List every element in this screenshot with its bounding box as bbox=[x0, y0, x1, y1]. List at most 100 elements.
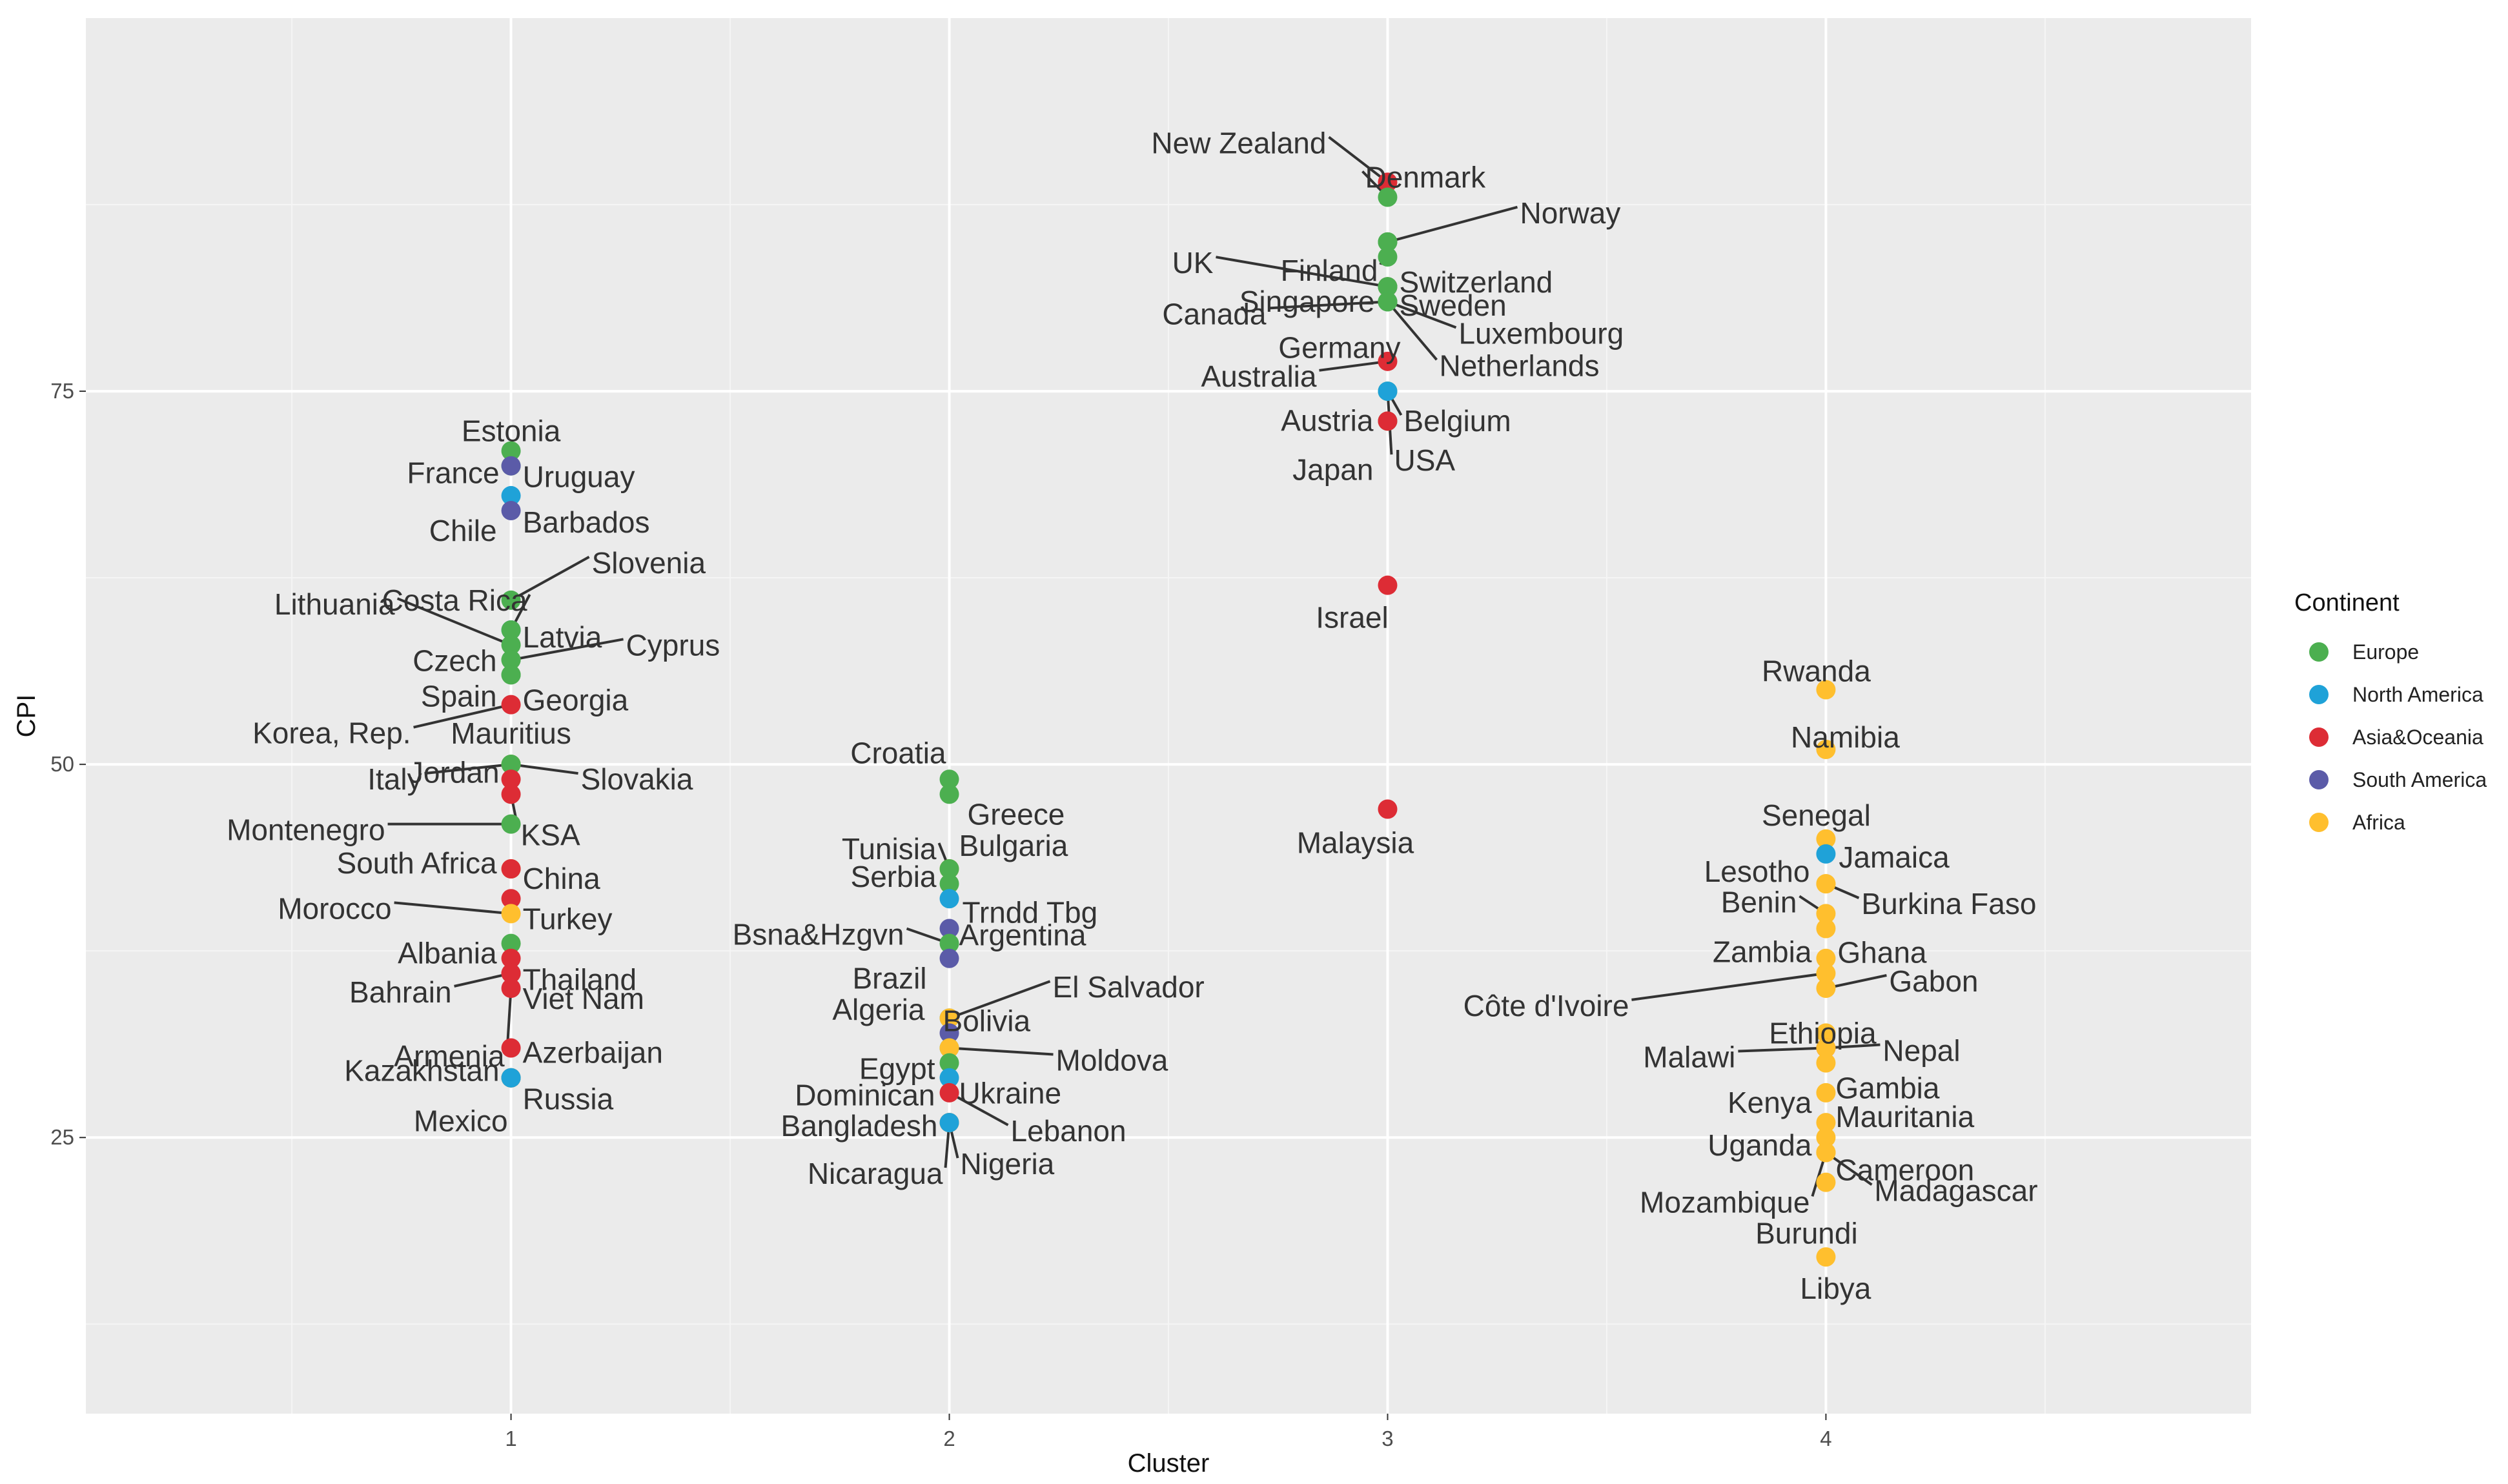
point-montenegro bbox=[501, 814, 521, 834]
point-malawi bbox=[1816, 1038, 1836, 1058]
label-bangladesh: Bangladesh bbox=[781, 1109, 938, 1143]
label-nicaragua: Nicaragua bbox=[808, 1157, 943, 1190]
leader-line-morocco bbox=[394, 901, 511, 915]
label-burkina-faso: Burkina Faso bbox=[1861, 887, 2036, 920]
label-netherlands: Netherlands bbox=[1439, 349, 1599, 382]
label-azerbaijan: Azerbaijan bbox=[523, 1035, 663, 1069]
point-ksa bbox=[501, 784, 521, 804]
legend-swatch-asia-oceania bbox=[2309, 727, 2329, 747]
point-argentina bbox=[939, 919, 959, 939]
label-bsna-hzgvn: Bsna&Hzgvn bbox=[733, 918, 904, 951]
point-latvia bbox=[501, 620, 521, 640]
label-madagascar: Madagascar bbox=[1874, 1174, 2037, 1207]
x-axis-title: Cluster bbox=[1128, 1449, 1210, 1478]
point-armenia bbox=[501, 978, 521, 998]
point-burkina-faso bbox=[1816, 874, 1836, 894]
label-spain: Spain bbox=[421, 679, 497, 713]
label-el-salvador: El Salvador bbox=[1053, 970, 1205, 1004]
label-trndd-tbg: Trndd Tbg bbox=[963, 895, 1098, 929]
label-egypt: Egypt bbox=[859, 1052, 935, 1085]
label-leader-lines bbox=[387, 136, 1887, 1197]
x-tick-label: 4 bbox=[1820, 1427, 1831, 1450]
point-bulgaria bbox=[939, 859, 959, 879]
y-axis-title: CPI bbox=[12, 695, 41, 738]
legend-items: Europe North America Asia&Oceania South Ame… bbox=[2309, 640, 2487, 834]
label-bahrain: Bahrain bbox=[349, 975, 452, 1009]
leader-line-netherlands bbox=[1386, 301, 1438, 361]
leader-line-lithuania bbox=[396, 597, 512, 647]
point-bsna-hzgvn bbox=[939, 933, 959, 953]
label-ksa: KSA bbox=[521, 818, 580, 851]
label-kenya: Kenya bbox=[1728, 1086, 1812, 1119]
point-zambia bbox=[1816, 948, 1836, 968]
point-trndd-tbg bbox=[939, 889, 959, 909]
leader-line-cyprus bbox=[511, 638, 624, 662]
label-luxembourg: Luxembourg bbox=[1458, 316, 1624, 350]
leader-line-norway bbox=[1387, 205, 1518, 243]
label-rwanda: Rwanda bbox=[1762, 655, 1871, 688]
label-tunisia: Tunisia bbox=[842, 832, 937, 866]
label-ethiopia: Ethiopia bbox=[1769, 1016, 1877, 1050]
label-armenia: Armenia bbox=[394, 1039, 505, 1073]
label-ghana: Ghana bbox=[1837, 936, 1927, 970]
data-points bbox=[501, 172, 1836, 1267]
label-thailand: Thailand bbox=[523, 963, 637, 997]
label-korea-rep: Korea, Rep. bbox=[252, 717, 411, 750]
label-morocco: Morocco bbox=[278, 891, 391, 925]
label-japan: Japan bbox=[1292, 452, 1373, 486]
label-cameroon: Cameroon bbox=[1835, 1153, 1974, 1186]
label-argentina: Argentina bbox=[959, 919, 1086, 952]
point-lithuania bbox=[501, 635, 521, 655]
label-barbados: Barbados bbox=[523, 505, 650, 539]
label-malaysia: Malaysia bbox=[1297, 826, 1414, 860]
label-malawi: Malawi bbox=[1643, 1040, 1735, 1073]
legend: Continent Europe North America Asia&Oceani… bbox=[2294, 589, 2487, 834]
point-algeria bbox=[939, 1008, 959, 1028]
label-jamaica: Jamaica bbox=[1839, 840, 1950, 874]
point-georgia bbox=[501, 665, 521, 685]
x-tick-label: 3 bbox=[1381, 1427, 1393, 1450]
point-uganda bbox=[1816, 1128, 1836, 1148]
label-dominican: Dominican bbox=[795, 1079, 935, 1112]
label-uruguay: Uruguay bbox=[523, 460, 635, 494]
label-uk: UK bbox=[1172, 246, 1214, 280]
leader-line-c-te-d-ivoire bbox=[1631, 971, 1826, 1001]
label-latvia: Latvia bbox=[523, 620, 602, 654]
point-croatia bbox=[939, 769, 959, 789]
label-lebanon: Lebanon bbox=[1011, 1114, 1127, 1148]
axis-ticks: 1 2 3 4 25 50 75 bbox=[50, 379, 1831, 1450]
label-kazakhstan: Kazakhstan bbox=[344, 1054, 499, 1088]
point-greece bbox=[939, 784, 959, 804]
label-mauritius: Mauritius bbox=[451, 717, 571, 750]
label-ukraine: Ukraine bbox=[959, 1077, 1062, 1110]
label-moldova: Moldova bbox=[1056, 1043, 1168, 1077]
leader-line-korea-rep bbox=[413, 703, 512, 729]
label-gabon: Gabon bbox=[1889, 964, 1978, 998]
point-albania bbox=[501, 933, 521, 953]
point-switzerland bbox=[1378, 247, 1398, 267]
label-russia: Russia bbox=[523, 1083, 614, 1116]
x-tick-label: 1 bbox=[505, 1427, 516, 1450]
label-costa-rica: Costa Rica bbox=[382, 584, 527, 617]
leader-line-el-salvador bbox=[948, 980, 1051, 1020]
point-viet-nam bbox=[501, 963, 521, 983]
legend-label-north-america: North America bbox=[2352, 683, 2483, 706]
legend-swatch-south-america bbox=[2309, 770, 2329, 789]
label-c-te-d-ivoire: Côte d'Ivoire bbox=[1463, 989, 1629, 1022]
point-denmark bbox=[1378, 187, 1398, 207]
label-georgia: Georgia bbox=[523, 683, 629, 717]
label-south-africa: South Africa bbox=[337, 846, 497, 880]
leader-line-luxembourg bbox=[1387, 300, 1457, 329]
point-nicaragua bbox=[939, 1113, 959, 1133]
leader-line-gabon bbox=[1826, 974, 1887, 990]
point-benin bbox=[1816, 904, 1836, 924]
point-ukraine bbox=[939, 1053, 959, 1073]
point-labels: Estonia France Uruguay Barbados Chile Sloveni… bbox=[227, 126, 2037, 1305]
point-slovenia bbox=[501, 590, 521, 610]
label-czech: Czech bbox=[413, 644, 496, 677]
label-libya: Libya bbox=[1800, 1272, 1871, 1305]
label-denmark: Denmark bbox=[1365, 160, 1486, 194]
point-ghana bbox=[1816, 919, 1836, 939]
label-croatia: Croatia bbox=[850, 736, 946, 769]
point-gabon bbox=[1816, 978, 1836, 998]
